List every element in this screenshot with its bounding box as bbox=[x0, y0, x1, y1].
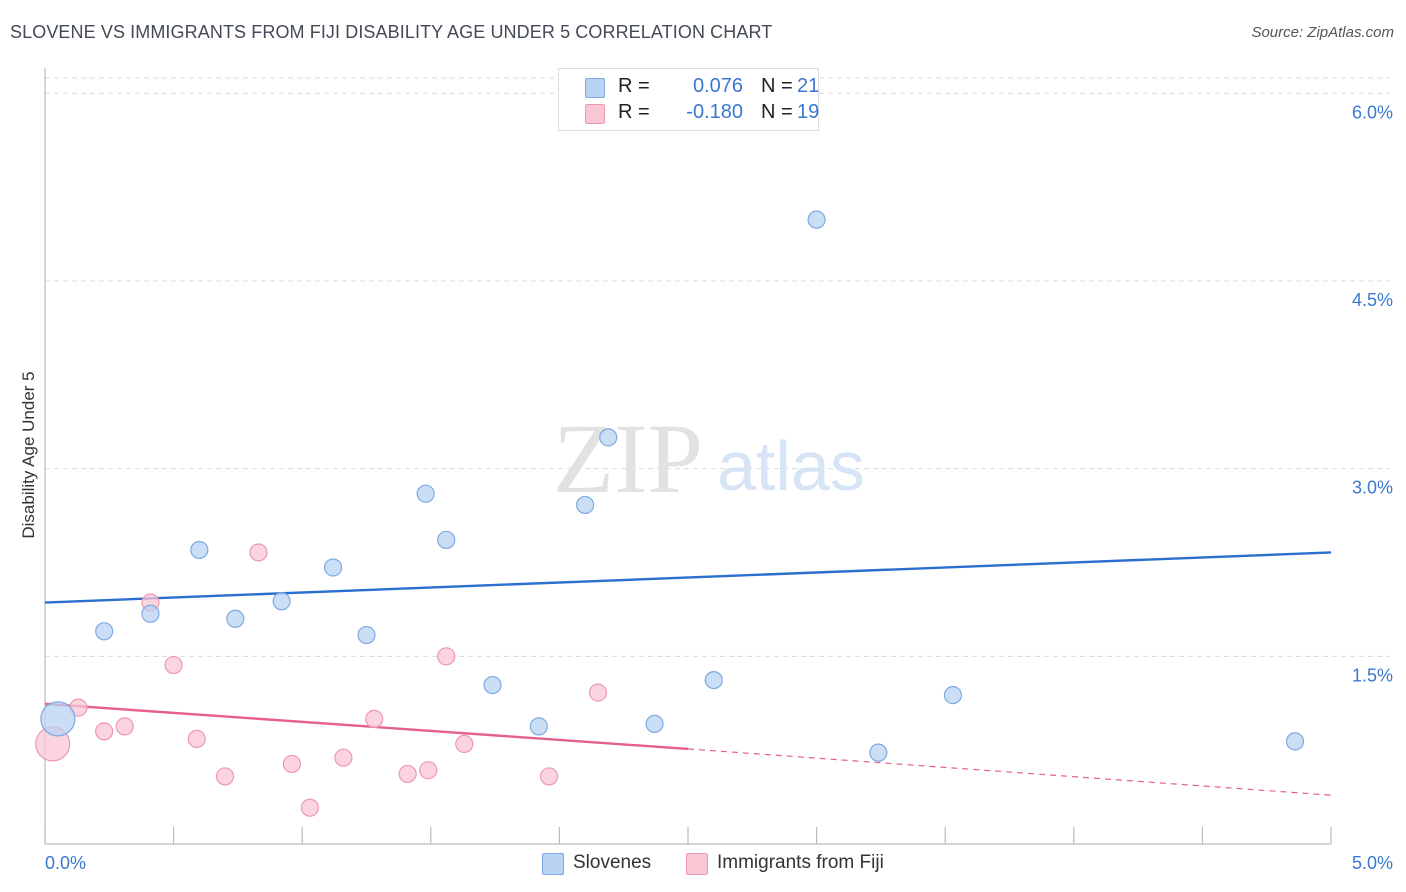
data-point-slovenes bbox=[95, 622, 114, 641]
data-point-slovenes bbox=[1285, 732, 1305, 751]
y-tick-label: 6.0% bbox=[1352, 102, 1393, 122]
data-point-slovenes bbox=[869, 743, 888, 762]
y-tick-label: 3.0% bbox=[1352, 478, 1393, 498]
legend-r-label: R = bbox=[618, 75, 650, 97]
data-point-slovenes bbox=[40, 701, 76, 737]
data-point-fiji bbox=[215, 767, 235, 786]
data-point-slovenes bbox=[483, 675, 502, 695]
data-point-fiji bbox=[249, 543, 268, 562]
correlation-legend: R = 0.076 N = 21 R = -0.180 N = 19 bbox=[558, 68, 819, 131]
data-point-fiji bbox=[588, 683, 608, 702]
data-point-fiji bbox=[187, 729, 206, 748]
data-point-slovenes bbox=[416, 484, 435, 503]
data-point-fiji bbox=[398, 764, 417, 784]
legend-r-value: 0.076 bbox=[692, 75, 743, 97]
data-point-fiji bbox=[455, 734, 474, 754]
data-point-fiji bbox=[300, 798, 320, 817]
data-point-slovenes bbox=[943, 686, 963, 705]
x-tick-label: 5.0% bbox=[1352, 853, 1393, 873]
data-point-fiji bbox=[540, 767, 559, 786]
x-tick-label: 0.0% bbox=[45, 853, 86, 873]
legend-label-slovenes: Slovenes bbox=[573, 852, 652, 873]
data-point-slovenes bbox=[807, 210, 826, 229]
data-point-fiji bbox=[365, 709, 384, 728]
data-point-slovenes bbox=[272, 592, 291, 611]
legend-n-label: N = bbox=[761, 101, 793, 123]
legend-r-label: R = bbox=[618, 101, 650, 123]
data-point-slovenes bbox=[704, 670, 723, 690]
y-tick-label: 1.5% bbox=[1352, 665, 1393, 685]
watermark-atlas: atlas bbox=[717, 427, 865, 505]
data-point-slovenes bbox=[190, 540, 209, 560]
y-tick-label: 4.5% bbox=[1352, 290, 1393, 310]
trend-lines bbox=[44, 551, 1332, 796]
data-point-slovenes bbox=[645, 714, 664, 733]
data-point-slovenes bbox=[357, 625, 376, 645]
legend-swatch-slovenes bbox=[542, 853, 564, 875]
data-point-fiji bbox=[419, 761, 438, 780]
trend-line-slovenes bbox=[44, 551, 1332, 604]
data-point-slovenes bbox=[141, 604, 160, 623]
data-point-fiji bbox=[115, 717, 134, 736]
data-point-slovenes bbox=[323, 558, 343, 577]
legend-r-value: -0.180 bbox=[686, 101, 743, 123]
watermark: ZIP atlas bbox=[553, 403, 865, 514]
legend-swatch-fiji bbox=[585, 104, 605, 124]
data-point-slovenes bbox=[226, 609, 245, 628]
legend-n-label: N = bbox=[761, 75, 793, 97]
y-axis-label: Disability Age Under 5 bbox=[19, 371, 38, 538]
data-point-slovenes bbox=[437, 530, 456, 550]
legend-swatch-slovenes bbox=[585, 78, 605, 98]
trend-line-fiji-extension bbox=[687, 748, 1332, 796]
data-point-fiji bbox=[95, 722, 114, 741]
tick-labels: 1.5% 3.0% 4.5% 6.0% 0.0% 5.0% bbox=[45, 102, 1393, 873]
legend-n-value: 21 bbox=[797, 75, 820, 97]
legend-n-value: 19 bbox=[797, 101, 820, 123]
data-point-fiji bbox=[334, 748, 353, 767]
data-point-slovenes bbox=[529, 717, 548, 736]
data-point-fiji bbox=[282, 754, 302, 774]
data-point-fiji bbox=[437, 647, 456, 666]
source-credit: Source: ZipAtlas.com bbox=[1251, 24, 1394, 41]
chart-title: SLOVENE VS IMMIGRANTS FROM FIJI DISABILI… bbox=[10, 22, 773, 42]
data-point-slovenes bbox=[599, 428, 618, 447]
data-point-fiji bbox=[164, 655, 183, 675]
trend-line-fiji bbox=[44, 702, 689, 751]
legend-swatch-fiji bbox=[686, 853, 708, 875]
data-point-slovenes bbox=[576, 495, 595, 515]
watermark-zip: ZIP bbox=[553, 403, 703, 514]
legend-label-fiji: Immigrants from Fiji bbox=[717, 852, 884, 873]
gridlines bbox=[45, 77, 1390, 657]
